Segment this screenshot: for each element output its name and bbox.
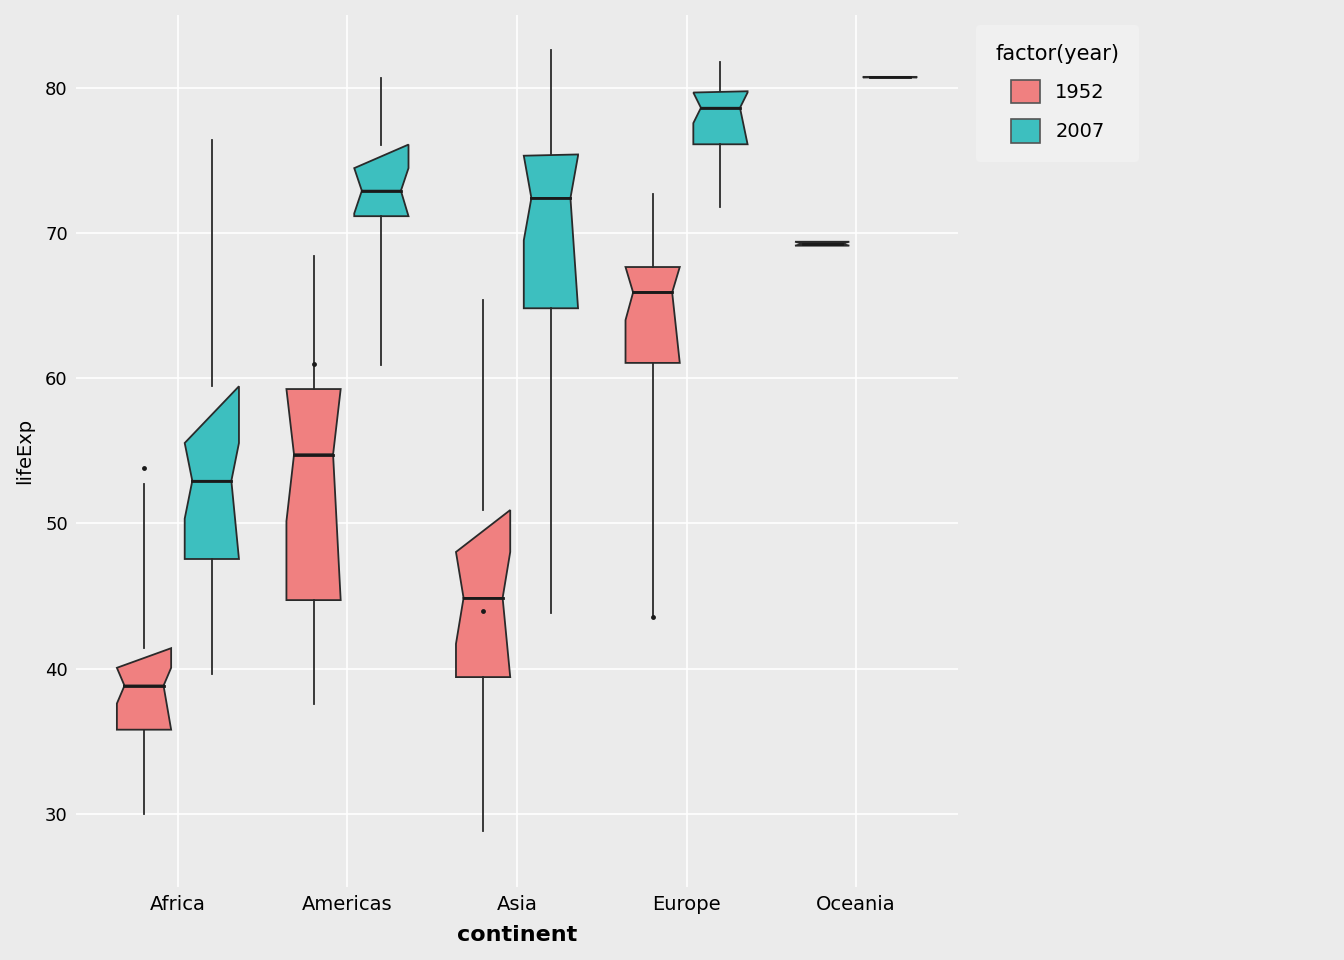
- Polygon shape: [796, 242, 849, 246]
- Polygon shape: [355, 145, 409, 216]
- Polygon shape: [456, 510, 511, 677]
- X-axis label: continent: continent: [457, 925, 577, 945]
- Polygon shape: [286, 389, 340, 600]
- Y-axis label: lifeExp: lifeExp: [15, 418, 34, 484]
- Polygon shape: [625, 267, 680, 363]
- Legend: 1952, 2007: 1952, 2007: [976, 25, 1140, 162]
- Polygon shape: [524, 155, 578, 308]
- Polygon shape: [184, 386, 239, 559]
- Polygon shape: [694, 91, 747, 144]
- Polygon shape: [117, 648, 171, 730]
